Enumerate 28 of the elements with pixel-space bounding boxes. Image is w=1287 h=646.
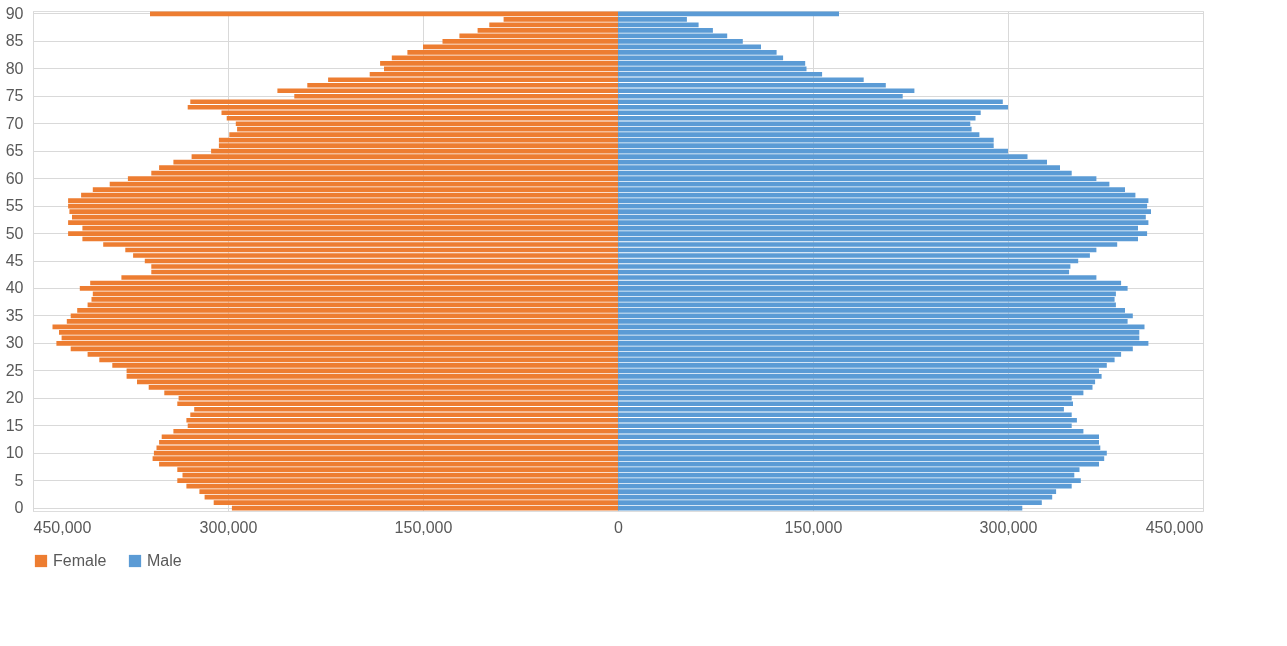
y-tick-label: 45 bbox=[5, 252, 24, 269]
x-tick-label: 150,000 bbox=[394, 518, 453, 536]
y-tick-label: 20 bbox=[5, 389, 24, 407]
y-tick-label: 5 bbox=[14, 471, 24, 489]
legend-label: Male bbox=[147, 552, 182, 569]
y-tick-label: 10 bbox=[5, 444, 24, 462]
y-tick-label: 35 bbox=[5, 306, 24, 324]
x-tick-label: 450,000 bbox=[33, 518, 92, 536]
x-tick-label: 300,000 bbox=[199, 518, 258, 536]
x-tick-label: 450,000 bbox=[1145, 518, 1204, 536]
y-tick-label: 55 bbox=[5, 197, 24, 215]
y-tick-label: 60 bbox=[5, 169, 24, 187]
y-tick-label: 40 bbox=[5, 279, 24, 297]
y-tick-label: 65 bbox=[5, 142, 24, 160]
y-tick-label: 70 bbox=[5, 114, 24, 132]
y-tick-label: 80 bbox=[5, 59, 24, 77]
y-tick-label: 30 bbox=[5, 334, 24, 352]
y-tick-label: 15 bbox=[5, 416, 24, 434]
x-tick-label: 150,000 bbox=[784, 518, 843, 536]
y-tick-label: 75 bbox=[5, 87, 24, 105]
x-tick-label: 300,000 bbox=[979, 518, 1038, 536]
x-tick-label: 0 bbox=[614, 518, 624, 536]
y-tick-label: 85 bbox=[5, 32, 24, 50]
y-tick-label: 90 bbox=[5, 4, 24, 22]
y-tick-label: 50 bbox=[5, 224, 24, 242]
y-tick-label: 25 bbox=[5, 361, 24, 379]
y-tick-label: 0 bbox=[14, 499, 24, 517]
legend-label: Female bbox=[53, 552, 107, 569]
